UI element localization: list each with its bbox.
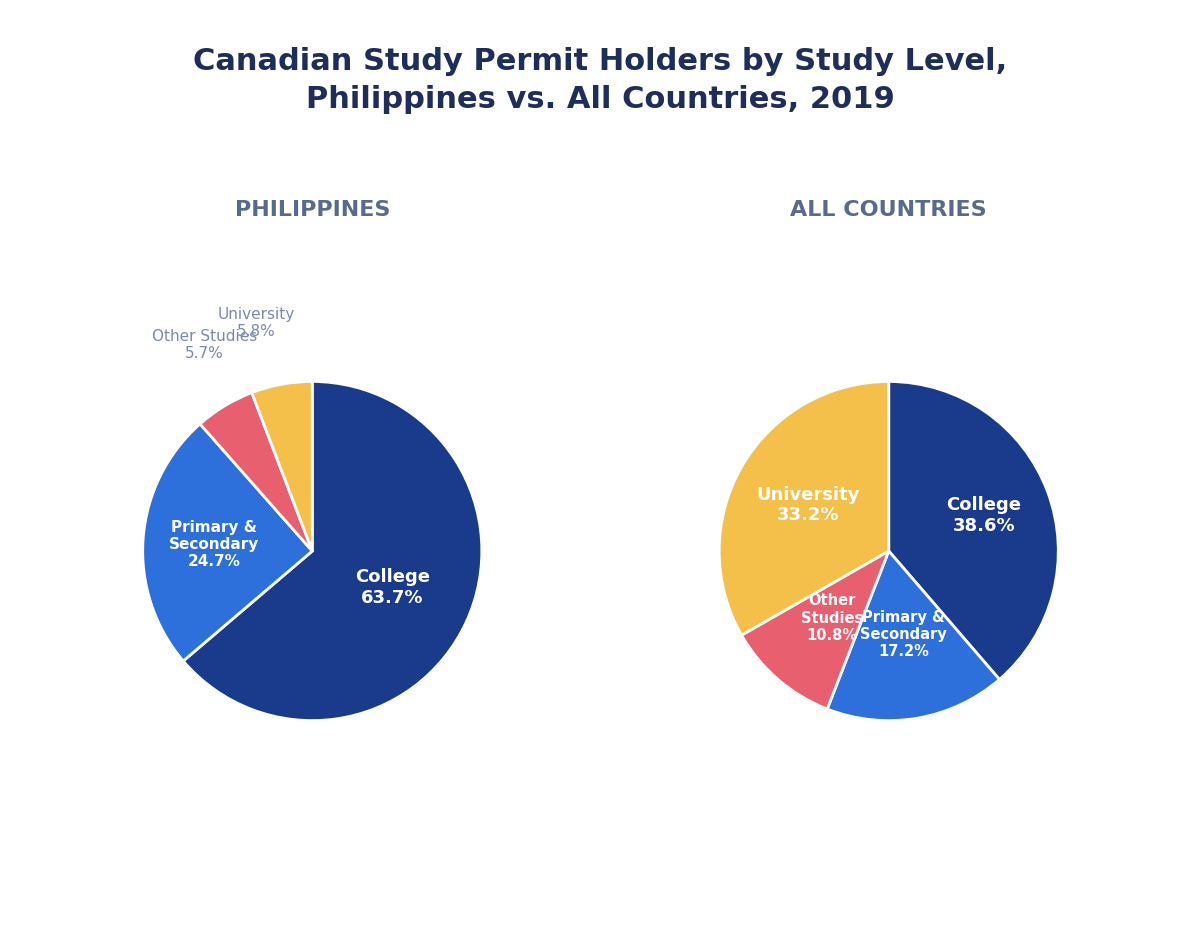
Title: PHILIPPINES: PHILIPPINES: [234, 200, 390, 220]
Wedge shape: [889, 382, 1058, 680]
Wedge shape: [143, 424, 312, 661]
Text: Primary &
Secondary
17.2%: Primary & Secondary 17.2%: [860, 610, 946, 659]
Text: Primary &
Secondary
24.7%: Primary & Secondary 24.7%: [169, 519, 259, 570]
Wedge shape: [741, 551, 889, 709]
Text: Other
Studies
10.8%: Other Studies 10.8%: [801, 593, 862, 643]
Wedge shape: [201, 393, 312, 551]
Title: ALL COUNTRIES: ALL COUNTRIES: [790, 200, 987, 220]
Text: University
33.2%: University 33.2%: [755, 486, 859, 524]
Text: Canadian Study Permit Holders by Study Level,
Philippines vs. All Countries, 201: Canadian Study Permit Holders by Study L…: [193, 47, 1008, 114]
Text: College
38.6%: College 38.6%: [946, 496, 1022, 534]
Wedge shape: [252, 382, 312, 551]
Wedge shape: [719, 382, 889, 635]
Wedge shape: [184, 382, 482, 721]
Text: Other Studies
5.7%: Other Studies 5.7%: [151, 329, 257, 361]
Text: University
5.8%: University 5.8%: [217, 307, 295, 340]
Wedge shape: [827, 551, 999, 721]
Text: College
63.7%: College 63.7%: [354, 569, 430, 607]
